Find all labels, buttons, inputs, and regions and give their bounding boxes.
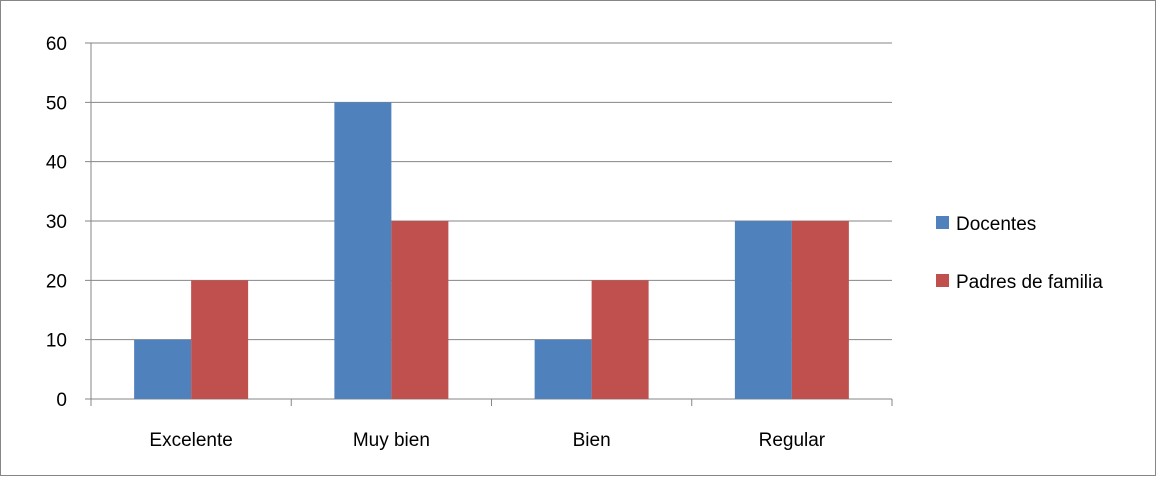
legend-swatch-1: [936, 274, 949, 287]
bar-docentes-3: [734, 221, 792, 399]
x-category-label: Excelente: [149, 430, 232, 451]
legend-swatch-0: [936, 216, 949, 229]
bar-padres-0: [191, 280, 249, 399]
bar-docentes-1: [334, 102, 392, 399]
legend-label: Docentes: [956, 214, 1036, 235]
y-tick-label: 40: [46, 153, 67, 174]
x-category-label: Regular: [759, 430, 826, 451]
bar-docentes-0: [134, 339, 192, 399]
x-category-label: Muy bien: [353, 430, 430, 451]
y-tick-label: 0: [56, 390, 67, 411]
bars: [134, 102, 849, 399]
legend: Docentes Padres de familia: [936, 214, 1103, 293]
bar-docentes-2: [534, 339, 592, 399]
y-tick-label: 20: [46, 271, 67, 292]
bar-padres-2: [591, 280, 649, 399]
y-tick-label: 10: [46, 331, 67, 352]
y-tick-label: 30: [46, 212, 67, 233]
bar-padres-3: [791, 221, 849, 399]
bar-padres-1: [391, 221, 449, 399]
y-tick-label: 60: [46, 34, 67, 55]
x-category-label: Bien: [573, 430, 611, 451]
legend-label: Padres de familia: [956, 272, 1103, 293]
labels: 0 10 20 30 40 50 60 Excelente Muy bien Bien Regula…: [46, 34, 826, 451]
y-tick-label: 50: [46, 93, 67, 114]
